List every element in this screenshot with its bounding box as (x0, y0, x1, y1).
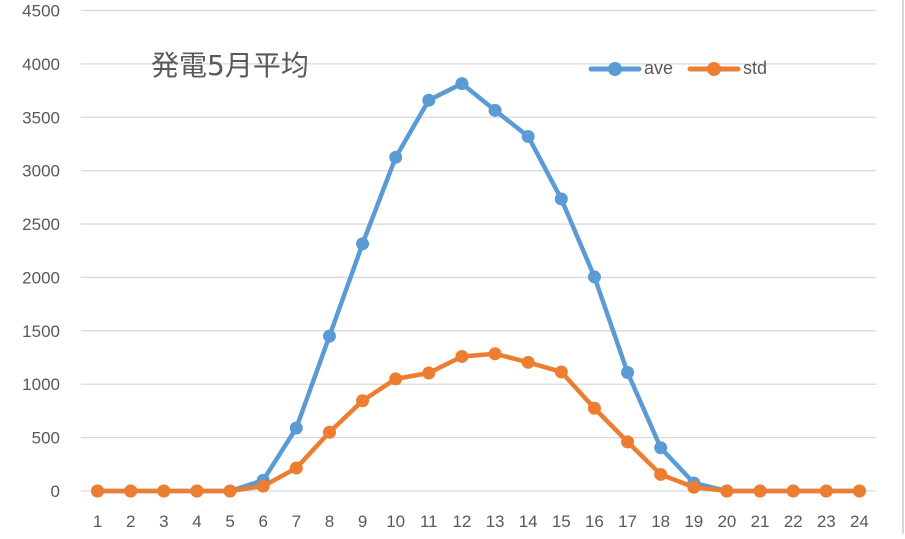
x-tick-label: 22 (784, 512, 803, 531)
series-std (91, 347, 866, 498)
x-tick-label: 14 (519, 512, 538, 531)
series-ave (91, 77, 866, 498)
y-axis-labels: 0 500 1000 1500 2000 2500 3000 3500 4000 4500 (22, 2, 60, 502)
x-tick-label: 8 (325, 512, 334, 531)
x-tick-label: 20 (717, 512, 736, 531)
x-tick-label: 3 (159, 512, 168, 531)
data-point-marker[interactable] (289, 461, 303, 475)
x-tick-label: 7 (292, 512, 301, 531)
x-tick-label: 21 (751, 512, 770, 531)
x-tick-label: 16 (585, 512, 604, 531)
y-tick-label: 4000 (22, 55, 60, 74)
y-tick-label: 1000 (22, 375, 60, 394)
x-tick-label: 2 (126, 512, 135, 531)
x-tick-label: 1 (93, 512, 102, 531)
gridlines (81, 9, 876, 492)
y-tick-label: 0 (51, 482, 60, 501)
x-tick-label: 5 (225, 512, 234, 531)
data-point-marker[interactable] (91, 484, 105, 498)
data-point-marker[interactable] (554, 192, 568, 206)
data-point-marker[interactable] (720, 484, 734, 498)
data-point-marker[interactable] (190, 484, 204, 498)
data-point-marker[interactable] (488, 103, 502, 117)
data-point-marker[interactable] (521, 355, 535, 369)
x-tick-label: 9 (358, 512, 367, 531)
chart-right-border (902, 0, 904, 534)
x-tick-label: 15 (552, 512, 571, 531)
y-tick-label: 4500 (22, 2, 60, 21)
series-line (95, 81, 862, 494)
x-axis-labels: 1 2 3 4 5 6 7 8 9 10 11 12 13 14 15 16 17 18 19 20 21 22 23 24 (93, 512, 869, 531)
x-tick-label: 6 (258, 512, 267, 531)
y-tick-label: 2500 (22, 215, 60, 234)
y-tick-label: 500 (32, 429, 60, 448)
data-point-marker[interactable] (356, 237, 370, 251)
series-line (95, 351, 862, 494)
data-point-marker[interactable] (587, 401, 601, 415)
data-point-marker[interactable] (852, 484, 866, 498)
legend-line-marker-icon (588, 61, 642, 76)
x-tick-label: 11 (420, 512, 438, 531)
data-point-marker[interactable] (786, 484, 800, 498)
x-tick-label: 13 (486, 512, 505, 531)
x-tick-label: 10 (386, 512, 405, 531)
legend-line-marker-icon (687, 61, 741, 76)
data-point-marker[interactable] (819, 484, 833, 498)
series-layer (91, 77, 866, 498)
data-point-marker[interactable] (554, 365, 568, 379)
x-tick-label: 18 (651, 512, 670, 531)
data-point-marker[interactable] (256, 479, 270, 493)
data-point-marker[interactable] (322, 425, 336, 439)
legend: ave std (588, 58, 781, 79)
data-point-marker[interactable] (521, 129, 535, 143)
data-point-marker[interactable] (753, 484, 767, 498)
y-tick-label: 3500 (22, 108, 60, 127)
chart-title: 発電5月平均 (151, 49, 309, 82)
y-tick-label: 1500 (22, 322, 60, 341)
data-point-marker[interactable] (488, 347, 502, 361)
data-point-marker[interactable] (587, 270, 601, 284)
data-point-marker[interactable] (389, 372, 403, 386)
data-point-marker[interactable] (124, 484, 138, 498)
data-point-marker[interactable] (455, 349, 469, 363)
x-tick-label: 19 (684, 512, 703, 531)
y-tick-label: 2000 (22, 268, 60, 287)
legend-label-std: std (743, 58, 768, 78)
x-tick-label: 24 (850, 512, 869, 531)
data-point-marker[interactable] (455, 77, 469, 91)
data-point-marker[interactable] (654, 467, 668, 481)
data-point-marker[interactable] (422, 93, 436, 107)
x-tick-label: 23 (817, 512, 836, 531)
data-point-marker[interactable] (223, 484, 237, 498)
data-point-marker[interactable] (621, 365, 635, 379)
data-point-marker[interactable] (157, 484, 171, 498)
x-tick-label: 4 (192, 512, 201, 531)
x-tick-label: 17 (618, 512, 637, 531)
legend-item-ave[interactable]: ave (588, 58, 673, 79)
data-point-marker[interactable] (322, 329, 336, 343)
data-point-marker[interactable] (289, 421, 303, 435)
legend-label-ave: ave (644, 58, 674, 78)
data-point-marker[interactable] (654, 441, 668, 455)
data-point-marker[interactable] (621, 435, 635, 449)
data-point-marker[interactable] (389, 150, 403, 164)
data-point-marker[interactable] (422, 366, 436, 380)
data-point-marker[interactable] (687, 480, 701, 494)
data-point-marker[interactable] (356, 394, 370, 408)
x-tick-label: 12 (452, 512, 471, 531)
y-tick-label: 3000 (22, 162, 60, 181)
legend-item-std[interactable]: std (687, 58, 767, 79)
